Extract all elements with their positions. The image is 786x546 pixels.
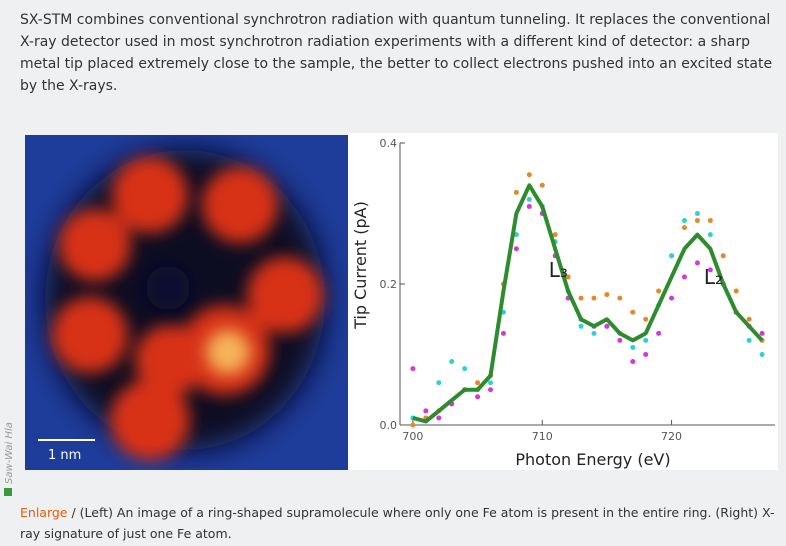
data-dot <box>565 274 571 280</box>
data-dot <box>759 352 765 357</box>
data-dot <box>746 316 752 322</box>
paragraph: SX-STM combines conventional synchrotron… <box>20 12 773 94</box>
data-dot <box>669 253 675 259</box>
data-dot <box>488 380 494 386</box>
data-dot <box>707 232 713 238</box>
data-dot <box>617 295 623 301</box>
data-dot <box>630 359 636 365</box>
data-dot <box>604 323 610 329</box>
data-dot <box>746 337 752 343</box>
data-dot <box>681 274 687 280</box>
caption: Enlarge / (Left) An image of a ring-shap… <box>20 502 775 544</box>
credit-icon <box>4 488 12 496</box>
chart: 0.0 0.2 0.4 700 710 720 Photon Energy (eV) Tip … <box>351 137 775 469</box>
data-dot <box>604 292 610 298</box>
data-dot <box>423 408 429 414</box>
data-dot <box>552 232 558 238</box>
data-dot <box>513 189 519 195</box>
caption-text: / (Left) An image of a ring-shaped supra… <box>20 505 775 541</box>
data-dot <box>475 394 481 400</box>
data-dot <box>656 288 662 294</box>
data-dot <box>475 380 481 386</box>
data-dot <box>410 366 416 372</box>
data-dot <box>669 295 675 301</box>
data-dot <box>591 330 597 336</box>
data-dot <box>500 330 506 336</box>
data-dot <box>733 288 739 294</box>
y-tick-label: 0.2 <box>380 278 398 291</box>
y-tick-label: 0.0 <box>380 419 398 432</box>
data-dot <box>578 295 584 301</box>
data-dot <box>681 218 687 224</box>
data-dot <box>681 225 687 231</box>
y-tick-label: 0.4 <box>380 137 398 150</box>
data-dot <box>643 352 649 357</box>
credit: Saw-Wai Hla <box>4 422 15 484</box>
data-dot <box>578 323 584 329</box>
data-dot <box>759 330 765 336</box>
annotation: L₂ <box>704 265 723 289</box>
x-tick-label: 720 <box>661 430 682 443</box>
data-dot <box>694 211 700 216</box>
x-tick-label: 710 <box>532 430 553 443</box>
data-dot <box>630 344 636 350</box>
data-dot <box>643 337 649 343</box>
data-dot <box>513 232 519 238</box>
data-dot <box>656 330 662 336</box>
enlarge-link[interactable]: Enlarge <box>20 505 68 520</box>
data-dot <box>694 260 700 266</box>
data-dot <box>513 246 519 252</box>
data-dot <box>643 316 649 322</box>
fit-line <box>412 183 764 424</box>
data-dot <box>720 253 726 259</box>
data-dot <box>526 203 532 209</box>
data-dot <box>526 196 532 202</box>
data-dot <box>539 182 545 188</box>
x-axis-label: Photon Energy (eV) <box>515 450 670 469</box>
data-dot <box>526 172 532 178</box>
data-dot <box>488 387 494 393</box>
data-dot <box>410 422 416 428</box>
x-tick-label: 700 <box>402 430 423 443</box>
data-dot <box>694 218 700 224</box>
stm-image: 1 nm <box>25 135 348 470</box>
data-dot <box>449 359 455 365</box>
data-dot <box>462 366 468 372</box>
y-axis-label: Tip Current (pA) <box>351 201 370 330</box>
data-dot <box>707 267 713 273</box>
scale-bar-label: 1 nm <box>48 448 81 463</box>
data-dot <box>436 380 442 386</box>
data-dot <box>436 415 442 421</box>
data-dot <box>591 295 597 301</box>
data-dot <box>707 218 713 224</box>
chart-background <box>348 133 778 470</box>
data-dot <box>630 309 636 315</box>
data-dot <box>617 337 623 343</box>
annotation: L₃ <box>549 258 568 282</box>
